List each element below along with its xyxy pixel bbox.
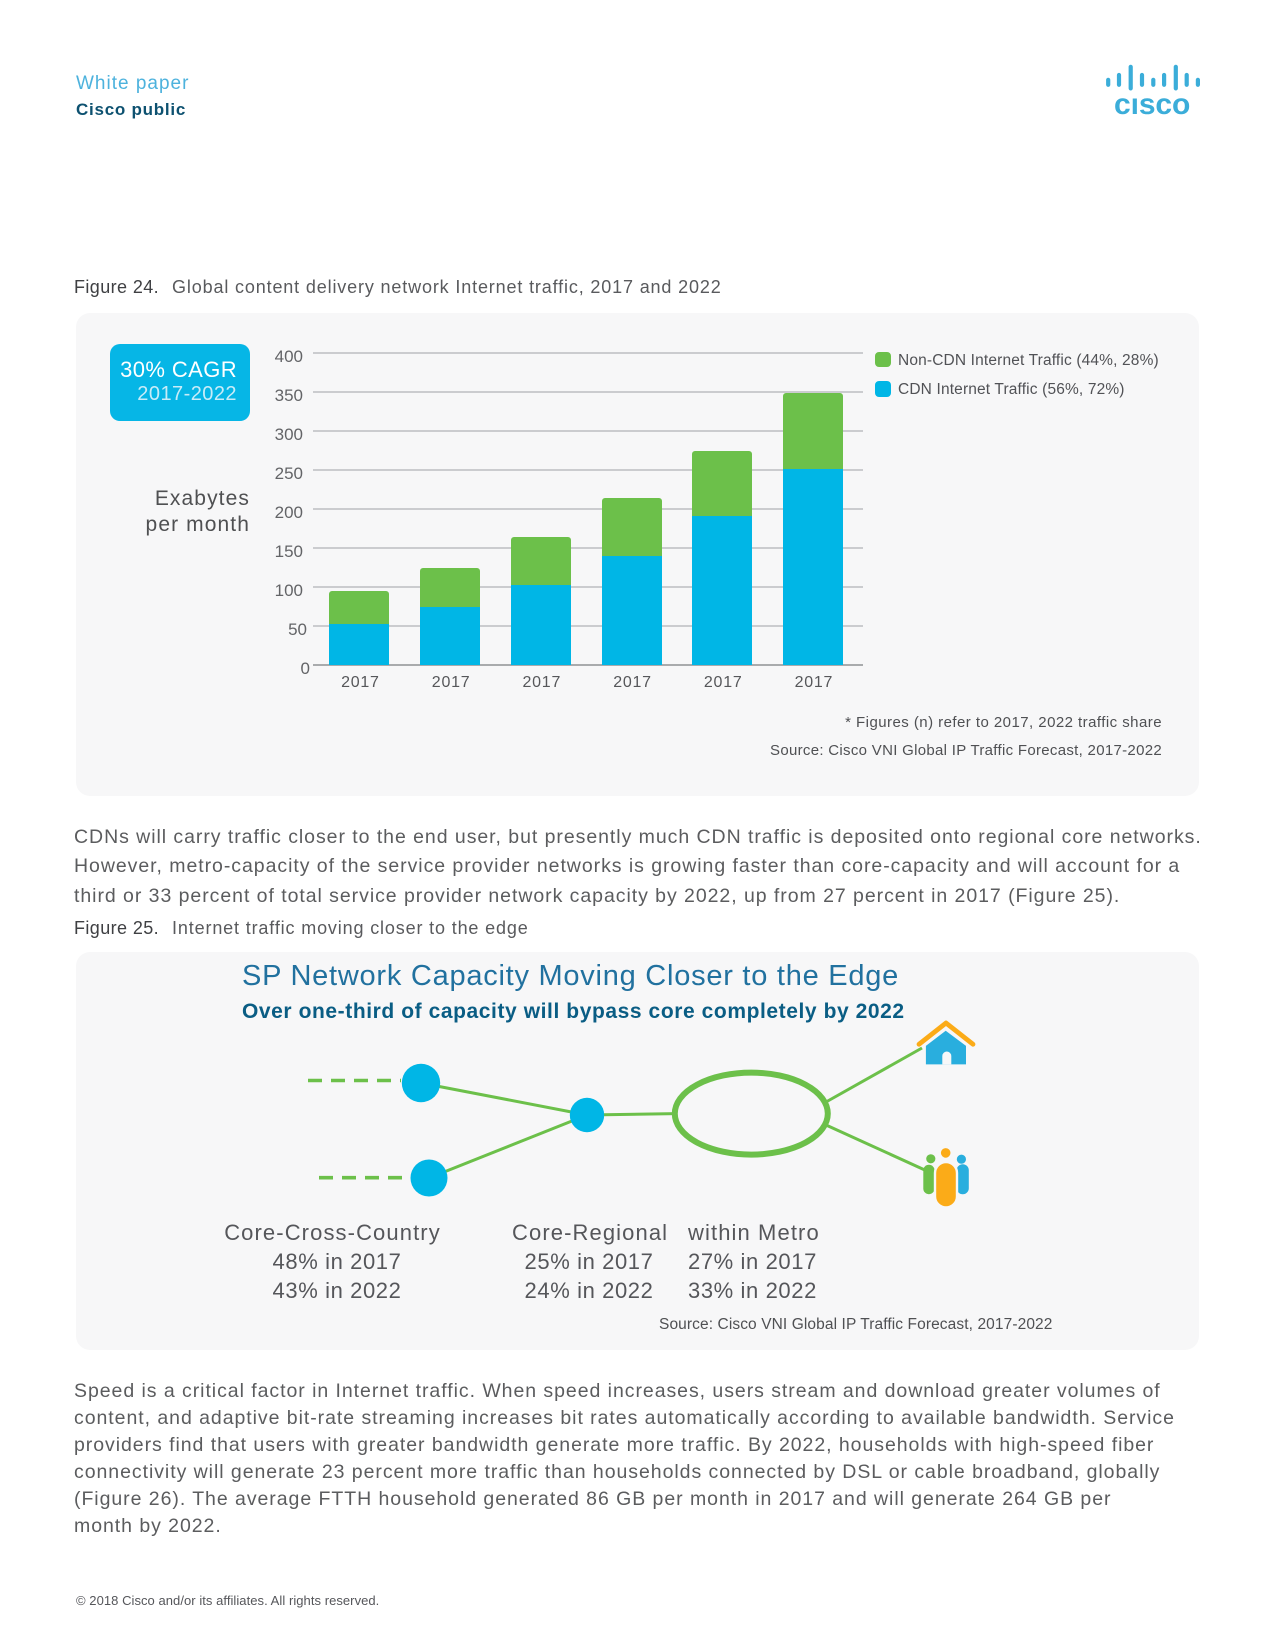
svg-text:cısco: cısco xyxy=(1114,88,1190,118)
